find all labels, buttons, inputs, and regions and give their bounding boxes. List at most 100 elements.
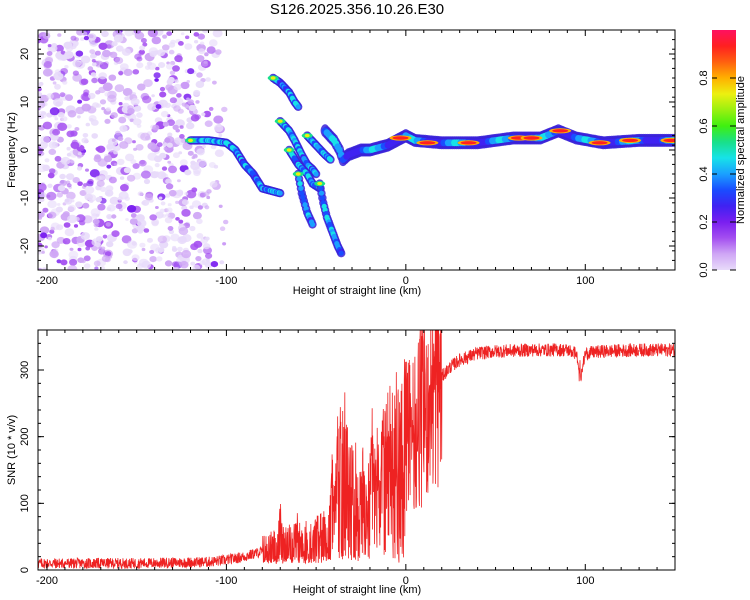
spectrogram-noise-blob <box>156 49 166 57</box>
spectrogram-noise-blob <box>214 149 224 157</box>
spectrogram-noise-blob <box>197 33 205 40</box>
spectrogram-noise-blob <box>74 127 80 131</box>
spectrogram-noise-blob <box>177 236 187 245</box>
spectrogram-noise-blob <box>155 211 164 219</box>
spectrogram-noise-blob <box>48 168 56 174</box>
spectrogram-noise-blob <box>168 165 177 174</box>
spectrogram-noise-blob <box>192 211 202 220</box>
spectrogram-track-hotspot <box>552 129 569 133</box>
spectrogram-noise-blob <box>84 185 95 195</box>
spectrogram-noise-blob <box>102 82 113 91</box>
spectrogram-noise-blob <box>99 186 107 192</box>
snr-xtick-label: 0 <box>403 575 409 587</box>
spectrogram-noise-blob <box>218 133 223 137</box>
spectrogram-noise-blob <box>144 193 154 201</box>
spectrogram-noise-blob <box>161 214 167 218</box>
spectrogram-noise-blob <box>165 178 172 185</box>
spectrogram-noise-blob <box>179 261 189 269</box>
spectrogram-noise-blob <box>54 117 59 121</box>
spectrogram-noise-blob <box>135 144 144 151</box>
spectrogram-noise-blob <box>97 203 106 211</box>
spectrogram-noise-blob <box>91 62 97 67</box>
spectrogram-noise-blob <box>132 140 136 144</box>
colorbar-gradient <box>712 30 736 270</box>
spectrogram-noise-blob <box>60 259 68 266</box>
spectrogram-noise-blob <box>193 32 200 37</box>
snr-xtick-label: 100 <box>576 575 594 587</box>
spectrogram-noise-blob <box>59 92 66 98</box>
spectrogram-noise-blob <box>64 228 75 237</box>
spectrogram-noise-blob <box>94 266 99 270</box>
snr-ytick-label: 200 <box>19 427 31 445</box>
spectrogram-track-core <box>309 221 316 227</box>
spectrogram-noise-blob <box>155 256 163 262</box>
spectrogram-noise-blob <box>167 226 174 231</box>
spectrogram-noise-blob <box>149 250 155 254</box>
spectrogram-noise-blob <box>47 44 52 48</box>
spectrogram-track-hotspot <box>277 119 283 123</box>
snr-ylabel: SNR (10 * v/v) <box>6 415 18 485</box>
spectrogram-noise-blob <box>187 68 195 75</box>
spectrogram-noise-blob <box>141 247 146 252</box>
spectrogram-noise-blob <box>67 204 76 212</box>
spectrogram-noise-blob <box>95 146 101 152</box>
spectrogram-noise-blob <box>201 112 206 117</box>
spectrogram-noise-blob <box>75 50 84 57</box>
spectrogram-noise-blob <box>83 89 90 95</box>
spectrogram-noise-blob <box>94 242 101 248</box>
spectrogram-noise-blob <box>172 245 177 250</box>
spectrogram-noise-blob <box>88 92 96 100</box>
spectrogram-noise-blob <box>203 60 208 64</box>
spectrogram-ytick-label: 0 <box>19 147 31 153</box>
spectrogram-noise-blob <box>210 261 219 268</box>
snr-ytick-label: 300 <box>19 361 31 379</box>
spectrogram-noise-blob <box>104 92 110 97</box>
spectrogram-noise-blob <box>155 66 160 71</box>
spectrogram-track-g <box>292 169 317 229</box>
spectrogram-xtick-label: -100 <box>215 275 237 287</box>
spectrogram-track-hotspot <box>270 76 276 80</box>
spectrogram-noise-blob <box>75 106 85 115</box>
spectrogram-noise-blob <box>175 200 180 204</box>
spectrogram-noise-blob <box>107 94 117 103</box>
spectrogram-noise-blob <box>115 130 121 136</box>
spectrogram-noise-blob <box>115 203 123 210</box>
spectrogram-track-core <box>327 157 334 163</box>
spectrogram-noise-blob <box>82 202 90 209</box>
spectrogram-noise-blob <box>38 147 43 156</box>
spectrogram-noise-blob <box>57 33 62 37</box>
spectrogram-noise-blob <box>72 70 79 76</box>
spectrogram-track-h <box>320 124 675 167</box>
spectrogram-track-hotspot <box>591 141 608 145</box>
spectrogram-noise-blob <box>95 213 100 217</box>
spectrogram-noise-blob <box>150 171 159 179</box>
spectrogram-noise-blob <box>158 196 163 200</box>
spectrogram-noise-blob <box>106 145 116 153</box>
spectrogram-noise-blob <box>54 155 62 162</box>
spectrogram-noise-blob <box>142 95 152 104</box>
spectrogram-noise-blob <box>173 137 182 144</box>
spectrogram-noise-blob <box>61 116 68 122</box>
spectrogram-noise-blob <box>212 30 223 38</box>
spectrogram-noise-blob <box>38 267 42 270</box>
spectrogram-noise-blob <box>165 193 171 198</box>
spectrogram-noise-blob <box>154 78 159 82</box>
spectrogram-noise-blob <box>68 250 79 259</box>
spectrogram-noise-blob <box>195 256 202 262</box>
spectrogram-noise-blob <box>48 148 57 155</box>
spectrogram-noise-blob <box>119 176 125 180</box>
spectrogram-noise-blob <box>165 213 170 217</box>
spectrogram-noise-blob <box>104 189 114 197</box>
spectrogram-noise-blob <box>147 103 157 111</box>
spectrogram-track-a <box>185 136 285 198</box>
spectrogram-noise-blob <box>102 234 108 239</box>
colorbar-tick-label: 0.4 <box>698 166 710 181</box>
spectrogram-noise-blob <box>51 141 59 148</box>
spectrogram-noise-blob <box>56 192 63 198</box>
spectrogram-noise-blob <box>123 167 131 174</box>
spectrogram-noise-blob <box>139 45 146 51</box>
spectrogram-noise-blob <box>43 61 53 68</box>
spectrogram-noise-blob <box>155 206 159 209</box>
spectrogram-noise-blob <box>176 93 182 98</box>
